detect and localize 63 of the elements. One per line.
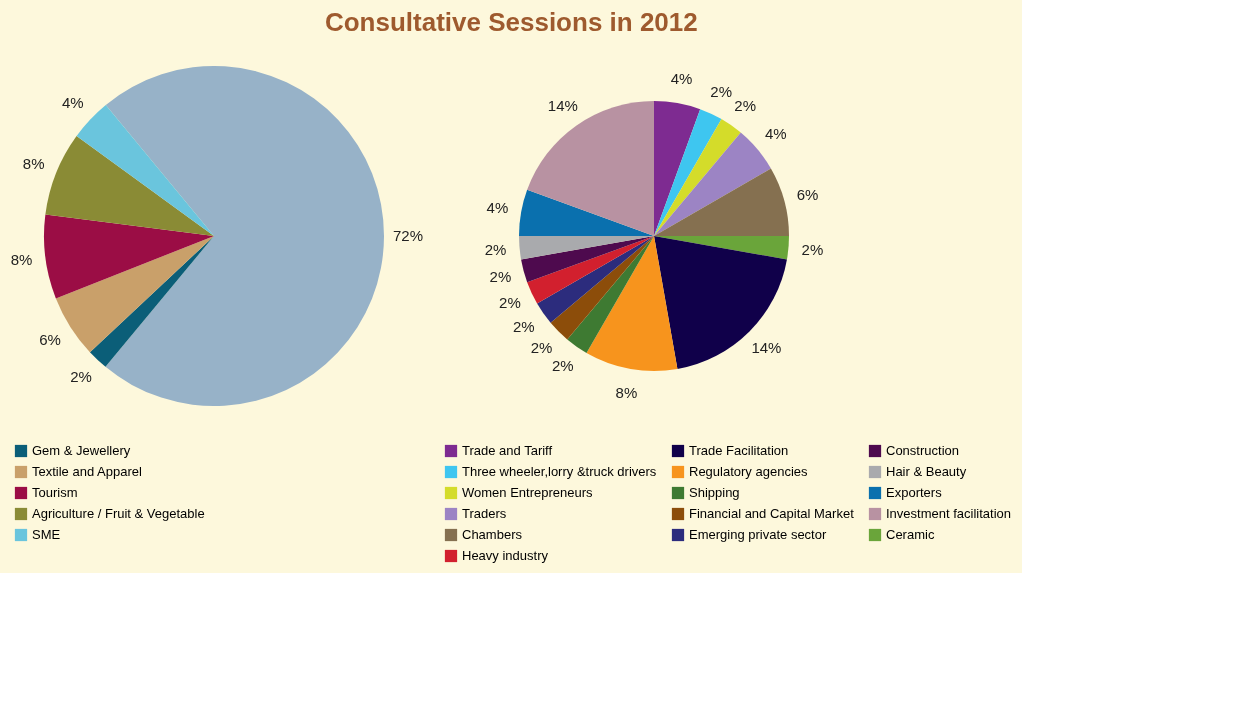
data-label: 2% bbox=[710, 82, 733, 100]
pie-slice bbox=[527, 101, 654, 236]
pie-slice bbox=[567, 236, 654, 353]
legend-label: Textile and Apparel bbox=[32, 464, 142, 479]
data-label: 8% bbox=[615, 383, 638, 401]
data-label: 8% bbox=[10, 251, 33, 269]
data-label: 14% bbox=[547, 96, 578, 114]
legend-label: Hair & Beauty bbox=[886, 464, 967, 479]
data-label: 4% bbox=[486, 199, 509, 217]
pie-slice bbox=[550, 236, 654, 340]
data-label: 4% bbox=[670, 70, 693, 88]
pie-slice bbox=[654, 101, 701, 236]
legend-label: Trade and Tariff bbox=[462, 443, 553, 458]
legend-label: Ceramic bbox=[886, 527, 935, 542]
legend-label: Gem & Jewellery bbox=[32, 443, 131, 458]
legend-label: SME bbox=[32, 527, 61, 542]
pie-slice bbox=[654, 119, 741, 236]
data-label: 2% bbox=[530, 339, 553, 357]
data-label: 2% bbox=[70, 368, 92, 386]
pie-slice bbox=[654, 236, 787, 369]
legend-label: Shipping bbox=[689, 485, 740, 500]
pie-slice bbox=[89, 236, 214, 367]
pie-slice bbox=[521, 236, 654, 283]
data-label: 2% bbox=[734, 96, 757, 114]
data-label: 2% bbox=[551, 357, 574, 375]
data-label: 6% bbox=[796, 185, 819, 203]
legend-label: Regulatory agencies bbox=[689, 464, 809, 479]
pie-slice bbox=[527, 236, 654, 304]
pie-slice bbox=[44, 214, 214, 299]
legend-label: Financial and Capital Market bbox=[689, 506, 855, 521]
legend-label: Women Entrepreneurs bbox=[462, 485, 594, 500]
legend-label: Heavy industry bbox=[462, 548, 549, 563]
legend-label: Three wheeler,lorry &truck drivers bbox=[462, 464, 657, 479]
text: Consultative Sessions in 2012 bbox=[324, 7, 698, 37]
pie-slice bbox=[654, 109, 722, 236]
pie-slice bbox=[519, 189, 654, 236]
pie-slice bbox=[537, 236, 654, 323]
legend-label: Exporters bbox=[886, 485, 943, 500]
pie-slice bbox=[586, 236, 678, 371]
legend-label: Emerging private sector bbox=[689, 527, 827, 542]
legend-label: Chambers bbox=[462, 527, 523, 542]
legend-label: Construction bbox=[886, 443, 959, 458]
data-label: 2% bbox=[512, 318, 535, 336]
legend-label: Tourism bbox=[32, 485, 78, 500]
pie-slice bbox=[519, 236, 654, 260]
data-label: 8% bbox=[22, 155, 45, 173]
pie-slice bbox=[654, 236, 789, 260]
pie-slice bbox=[105, 66, 384, 406]
legend-label: Investment facilitation bbox=[886, 506, 1012, 521]
legend-label: Traders bbox=[462, 506, 507, 521]
pie-slice bbox=[45, 135, 214, 236]
data-label: 2% bbox=[801, 240, 824, 258]
data-label: 2% bbox=[484, 240, 507, 258]
data-label: 2% bbox=[489, 268, 512, 286]
legend-label: Trade Facilitation bbox=[689, 443, 789, 458]
data-label: 72% bbox=[392, 227, 424, 245]
data-label: 6% bbox=[39, 330, 61, 348]
legend-label: Agriculture / Fruit & Vegetable bbox=[32, 506, 205, 521]
pie-slice bbox=[654, 168, 789, 236]
data-label: 2% bbox=[499, 294, 521, 312]
data-label: 14% bbox=[751, 339, 782, 357]
data-label: 4% bbox=[61, 94, 84, 112]
data-label: 4% bbox=[764, 124, 787, 142]
